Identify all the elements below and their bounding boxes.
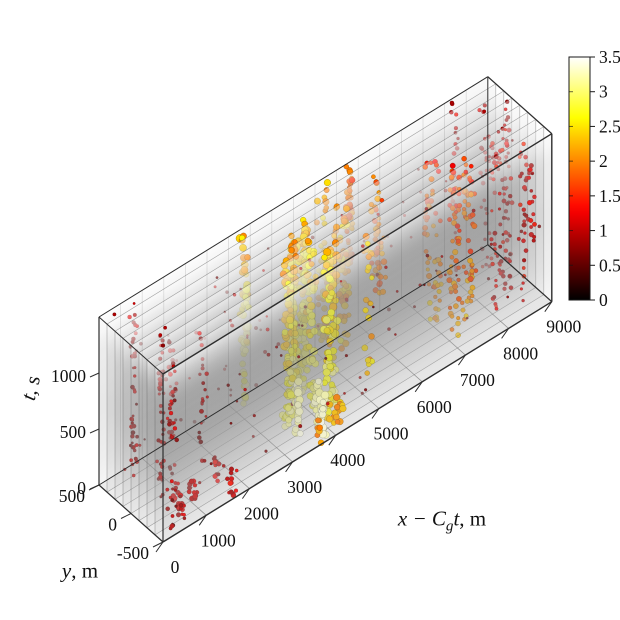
data-point — [371, 174, 376, 180]
t-tick — [89, 428, 100, 434]
data-point — [160, 343, 166, 348]
x-axis-title-unit: , m — [459, 506, 487, 531]
x-tick — [198, 515, 207, 526]
box-edge — [487, 76, 553, 135]
data-point — [323, 247, 332, 257]
box-edge — [487, 244, 553, 303]
y-tick — [120, 513, 132, 519]
data-point — [323, 179, 331, 187]
t-tick-label: 0 — [77, 478, 86, 498]
slice-and-point-layers — [98, 76, 553, 543]
x-tick-label: 2000 — [244, 504, 279, 524]
data-point — [163, 325, 168, 330]
x-tick-label: 8000 — [503, 343, 538, 363]
data-point — [304, 237, 312, 245]
data-point — [468, 163, 474, 169]
y-tick-label: 500 — [59, 486, 86, 506]
y-tick — [152, 541, 164, 548]
box-edge — [162, 301, 553, 543]
data-point — [132, 302, 136, 305]
t-tick-label: 1000 — [51, 366, 86, 386]
x-tick-label: 6000 — [417, 397, 452, 417]
x-tick-label: 4000 — [330, 450, 365, 470]
data-point — [449, 162, 456, 169]
data-point — [482, 109, 487, 114]
y-axis-title-var: y — [61, 558, 72, 583]
t-tick-label: 500 — [60, 422, 87, 442]
y-axis-title-unit: , m — [71, 558, 99, 583]
colorbar: 3.5 3 2.5 2 1.5 1 0.5 0 — [568, 47, 620, 310]
data-point — [288, 246, 295, 254]
colorbar-tick-label: 1.5 — [599, 186, 620, 206]
x-tick — [457, 354, 466, 366]
colorbar-tick-label: 0 — [599, 290, 608, 310]
y-tick-label: 0 — [108, 515, 117, 535]
colorbar-tick-label: 2.5 — [599, 116, 620, 136]
box-edge — [162, 133, 553, 375]
x-tick-label: 9000 — [546, 317, 581, 337]
colorbar-tick-label: 3.5 — [599, 47, 620, 67]
x-tick — [241, 488, 250, 499]
colorbar-tick-label: 1 — [599, 221, 608, 241]
box-edge — [98, 76, 489, 318]
x-tick — [285, 461, 294, 473]
t-tick — [89, 372, 100, 378]
x-tick — [544, 301, 553, 312]
data-point — [461, 155, 467, 162]
colorbar-bar — [568, 56, 591, 301]
scene-3d: 0100020003000400050006000700080009000500… — [51, 76, 582, 577]
x-tick — [501, 328, 510, 339]
x-tick — [155, 541, 164, 553]
scatter-layer — [316, 424, 325, 447]
colorbar-tick-label: 0.5 — [599, 255, 620, 275]
x-axis-title-sub: g — [445, 518, 454, 535]
x-tick-label: 7000 — [460, 370, 495, 390]
data-point — [449, 100, 455, 106]
x-tick — [414, 381, 423, 393]
x-tick-label: 0 — [171, 557, 180, 577]
t-tick — [89, 484, 100, 490]
x-tick — [371, 408, 380, 419]
x-tick-label: 5000 — [374, 424, 409, 444]
data-point — [158, 333, 163, 338]
colorbar-tick-label: 2 — [599, 151, 608, 171]
x-axis-title: x − Cgt, m — [398, 506, 486, 535]
y-tick-label: -500 — [117, 543, 149, 563]
colorbar-tick-label: 3 — [599, 82, 608, 102]
wall-gridlines — [120, 90, 467, 472]
box-edge — [98, 316, 164, 375]
data-point — [316, 424, 323, 431]
x-tick-label: 3000 — [287, 477, 322, 497]
x-tick — [328, 434, 337, 446]
x-tick-label: 1000 — [201, 530, 236, 550]
y-axis-title: y, m — [62, 559, 98, 584]
x-axis-title-var2: t — [453, 506, 460, 531]
x-axis-title-var: x − C — [397, 506, 446, 531]
box-edges — [98, 76, 553, 543]
axis-ticks-labels: 0100020003000400050006000700080009000500… — [51, 301, 582, 577]
box-edge — [98, 244, 489, 486]
data-point — [112, 312, 117, 317]
data-point — [321, 254, 328, 261]
